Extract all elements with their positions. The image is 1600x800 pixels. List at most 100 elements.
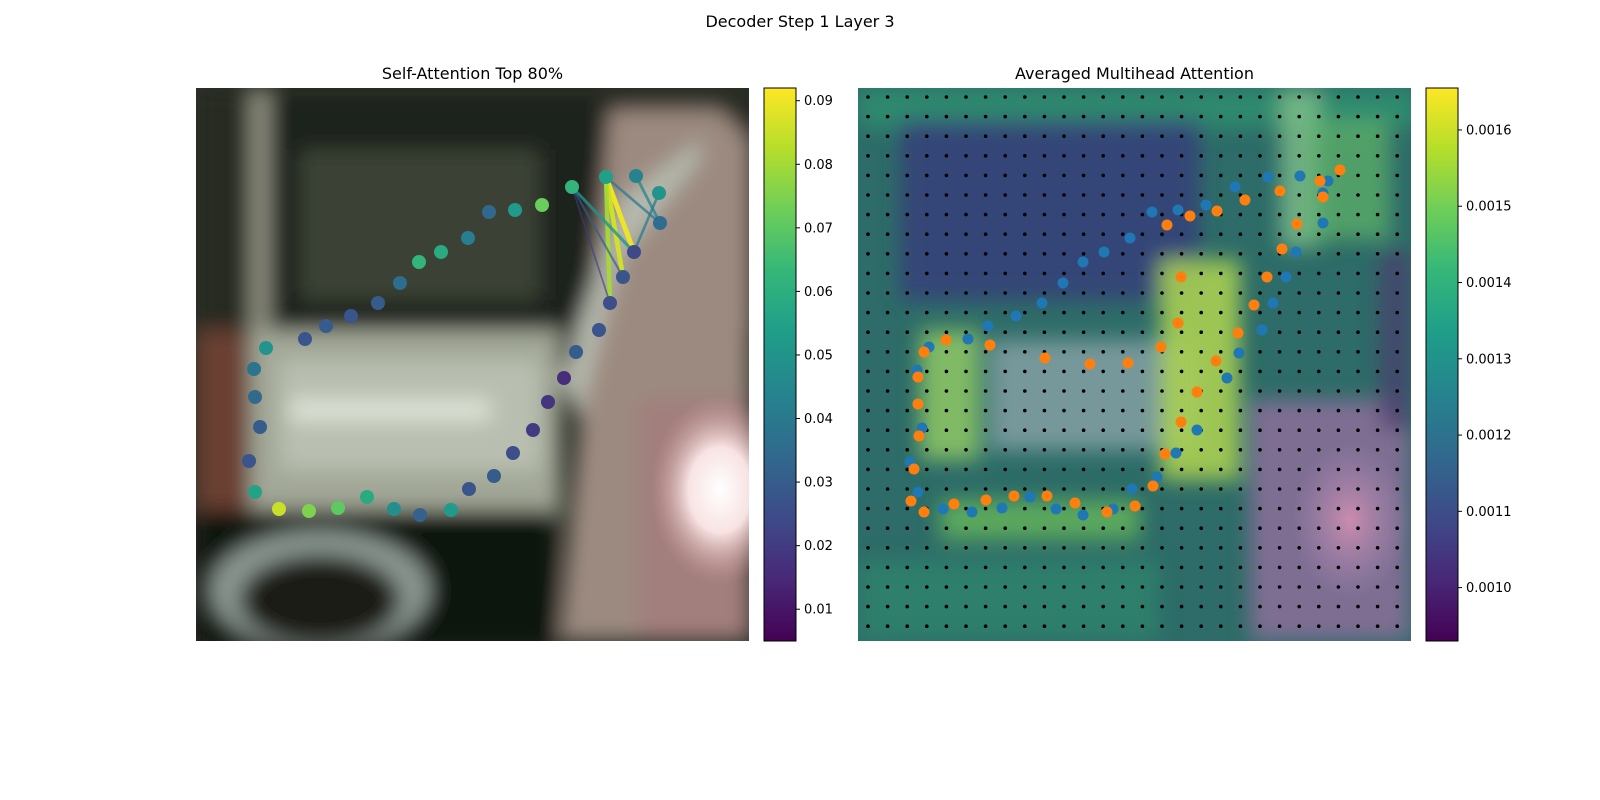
grid-dot: [1179, 173, 1184, 178]
grid-dot: [944, 408, 949, 413]
blue-point: [1036, 297, 1048, 309]
grid-dot: [1238, 408, 1243, 413]
grid-dot: [1062, 389, 1066, 393]
grid-dot: [1297, 271, 1301, 276]
grid-dot: [1160, 369, 1164, 374]
grid-dot: [925, 369, 929, 374]
grid-dot: [1336, 212, 1341, 217]
blue-point: [1124, 232, 1136, 244]
grid-dot: [1179, 389, 1184, 393]
grid-dot: [1140, 565, 1145, 570]
grid-dot: [1062, 408, 1066, 413]
grid-dot: [1140, 95, 1145, 99]
grid-dot: [1160, 310, 1164, 315]
attention-point: [302, 504, 316, 518]
grid-dot: [1336, 271, 1341, 276]
grid-dot: [885, 252, 890, 256]
attention-link: [570, 185, 636, 254]
grid-dot: [1258, 252, 1262, 256]
grid-dot: [1081, 624, 1086, 628]
grid-dot: [1121, 624, 1125, 628]
grid-dot: [1179, 369, 1184, 374]
grid-dot: [964, 154, 968, 158]
grid-dot: [1395, 369, 1399, 374]
grid-dot: [1081, 467, 1086, 472]
grid-dot: [1023, 350, 1027, 354]
grid-dot: [944, 546, 949, 550]
grid-dot: [1219, 585, 1223, 589]
grid-dot: [1238, 624, 1243, 628]
grid-dot: [1101, 310, 1105, 315]
grid-dot: [905, 526, 909, 530]
grid-dot: [1062, 330, 1066, 335]
grid-dot: [1258, 428, 1262, 433]
grid-dot: [905, 585, 909, 589]
grid-dot: [1336, 310, 1341, 315]
grid-dot: [1356, 604, 1360, 609]
grid-dot: [905, 389, 909, 393]
grid-dot: [1297, 604, 1301, 609]
grid-dot: [1199, 448, 1203, 452]
grid-dot: [1336, 546, 1341, 550]
grid-dot: [1277, 624, 1282, 628]
grid-dot: [905, 232, 909, 236]
grid-dot: [983, 95, 988, 99]
grid-dot: [1179, 624, 1184, 628]
grid-dot: [1317, 310, 1321, 315]
attention-link: [634, 174, 662, 225]
grid-dot: [1297, 448, 1301, 452]
grid-dot: [1199, 506, 1203, 511]
grid-dot: [1042, 291, 1047, 295]
grid-dot: [1081, 330, 1086, 335]
blue-point: [1010, 310, 1022, 322]
attention-link: [603, 174, 626, 280]
attention-point: [360, 490, 374, 504]
grid-dot: [1375, 565, 1380, 570]
grid-dot: [885, 506, 890, 511]
grid-dot: [905, 369, 909, 374]
left-panel-title: Self-Attention Top 80%: [381, 64, 564, 83]
grid-dot: [1121, 467, 1125, 472]
grid-dot: [964, 389, 968, 393]
grid-dot: [944, 448, 949, 452]
grid-dot: [1277, 546, 1282, 550]
grid-dot: [1179, 546, 1184, 550]
grid-dot: [885, 154, 890, 158]
grid-dot: [1336, 389, 1341, 393]
grid-dot: [1042, 467, 1047, 472]
grid-dot: [1140, 232, 1145, 236]
grid-dot: [1179, 154, 1184, 158]
orange-point: [912, 371, 924, 383]
grid-dot: [1199, 252, 1203, 256]
grid-dot: [905, 467, 909, 472]
grid-dot: [964, 448, 968, 452]
blue-point: [1077, 509, 1089, 521]
attention-point: [259, 341, 273, 355]
grid-dot: [1121, 271, 1125, 276]
grid-dot: [1023, 271, 1027, 276]
grid-dot: [885, 428, 890, 433]
grid-dot: [1140, 369, 1145, 374]
grid-dot: [1042, 330, 1047, 335]
grid-dot: [1081, 232, 1086, 236]
grid-dot: [905, 408, 909, 413]
grid-dot: [905, 154, 909, 158]
grid-dot: [1336, 114, 1341, 119]
grid-dot: [1121, 389, 1125, 393]
attention-point: [487, 469, 501, 483]
grid-dot: [1062, 369, 1066, 374]
grid-dot: [925, 624, 929, 628]
grid-dot: [964, 173, 968, 178]
grid-dot: [1356, 467, 1360, 472]
grid-dot: [1179, 526, 1184, 530]
grid-dot: [1121, 212, 1125, 217]
grid-dot: [1042, 408, 1047, 413]
grid-dot: [1003, 467, 1007, 472]
blue-point: [1262, 171, 1274, 183]
grid-dot: [1219, 565, 1223, 570]
grid-dot: [1160, 467, 1164, 472]
grid-dot: [1356, 389, 1360, 393]
grid-dot: [944, 428, 949, 433]
grid-dot: [1375, 154, 1380, 158]
grid-dot: [866, 291, 870, 295]
